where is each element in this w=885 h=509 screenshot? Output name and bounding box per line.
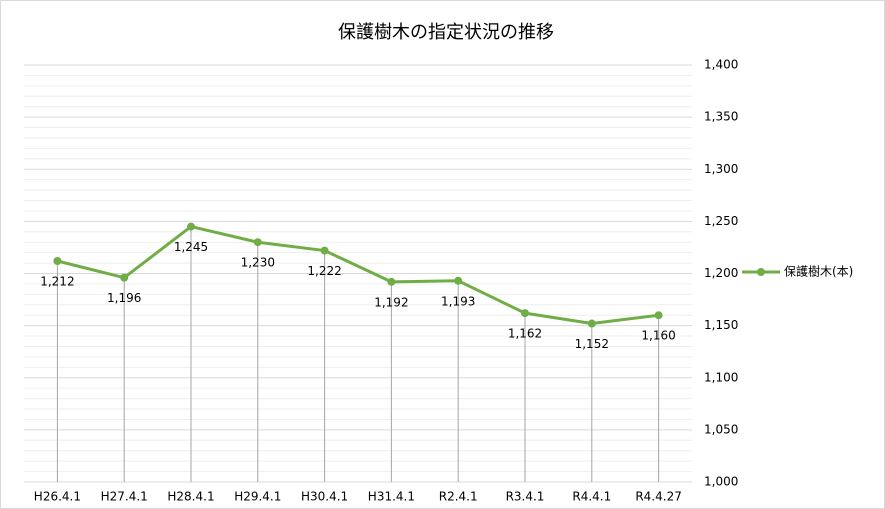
data-label: 1,193 bbox=[441, 294, 475, 308]
data-label: 1,212 bbox=[40, 274, 74, 288]
x-tick-label: H26.4.1 bbox=[34, 490, 81, 504]
point bbox=[320, 246, 329, 255]
y-tick-label: 1,050 bbox=[704, 422, 738, 436]
data-label: 1,162 bbox=[508, 327, 542, 341]
y-tick-label: 1,300 bbox=[704, 162, 738, 176]
data-label: 1,230 bbox=[241, 256, 275, 270]
x-tick-label: R3.4.1 bbox=[506, 490, 545, 504]
data-label: 1,196 bbox=[107, 291, 141, 305]
point bbox=[53, 256, 62, 265]
y-tick-label: 1,150 bbox=[704, 318, 738, 332]
point bbox=[454, 276, 463, 285]
y-tick-label: 1,200 bbox=[704, 266, 738, 280]
point bbox=[654, 311, 663, 320]
y-tick-label: 1,400 bbox=[704, 58, 738, 72]
point bbox=[187, 222, 195, 231]
y-tick-label: 1,000 bbox=[704, 475, 738, 489]
x-tick-label: R4.4.1 bbox=[572, 490, 611, 504]
x-tick-label: H28.4.1 bbox=[167, 490, 214, 504]
data-label: 1,192 bbox=[374, 295, 408, 309]
point bbox=[521, 309, 529, 318]
y-tick-label: 1,100 bbox=[704, 370, 738, 384]
data-label: 1,222 bbox=[307, 264, 341, 278]
legend-label: 保護樹木(本) bbox=[784, 264, 853, 279]
x-tick-label: H29.4.1 bbox=[234, 490, 281, 504]
data-label: 1,245 bbox=[174, 240, 208, 254]
y-tick-label: 1,250 bbox=[704, 214, 738, 228]
series-line bbox=[57, 225, 659, 326]
chart-title: 保護樹木の指定状況の推移 bbox=[338, 22, 554, 43]
point bbox=[253, 238, 262, 247]
x-tick-label: H31.4.1 bbox=[368, 490, 415, 504]
data-label: 1,152 bbox=[575, 337, 609, 351]
legend-marker bbox=[757, 268, 765, 276]
x-tick-label: R4.4.27 bbox=[635, 490, 682, 504]
x-tick-label: H27.4.1 bbox=[101, 490, 148, 504]
data-label: 1,160 bbox=[641, 329, 675, 343]
y-tick-label: 1,350 bbox=[704, 110, 738, 124]
x-tick-label: R2.4.1 bbox=[439, 490, 478, 504]
point bbox=[587, 319, 596, 328]
x-tick-label: H30.4.1 bbox=[301, 490, 348, 504]
point bbox=[120, 273, 129, 282]
point bbox=[387, 277, 396, 286]
